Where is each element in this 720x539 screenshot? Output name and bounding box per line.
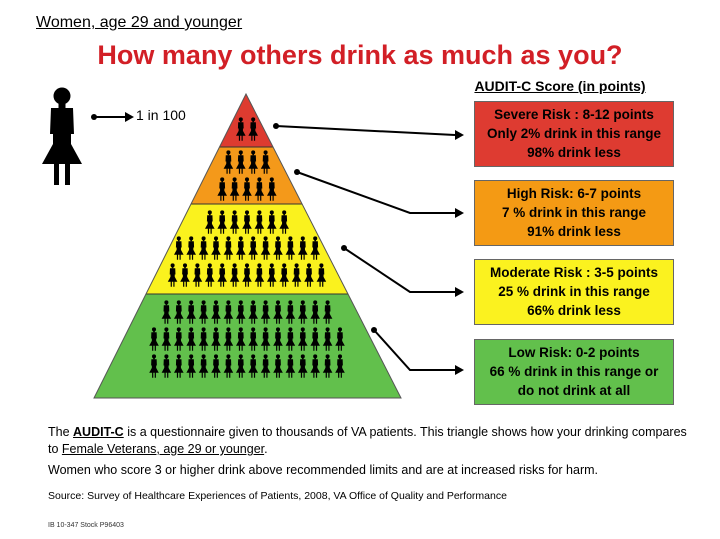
box-detail: 66% drink less bbox=[527, 303, 621, 318]
low-risk-box: Low Risk: 0-2 points 66 % drink in this … bbox=[474, 339, 674, 405]
legend-arrow-dot bbox=[91, 114, 97, 120]
source-citation: Source: Survey of Healthcare Experiences… bbox=[48, 490, 507, 502]
box-heading: Severe Risk : 8-12 points bbox=[494, 107, 654, 122]
stock-code: IB 10-347 Stock P96403 bbox=[48, 522, 124, 529]
box-detail: 66 % drink in this range or bbox=[489, 364, 659, 379]
woman-figure-icon bbox=[42, 87, 82, 185]
severe-risk-box: Severe Risk : 8-12 points Only 2% drink … bbox=[474, 101, 674, 167]
low-tier bbox=[94, 294, 401, 398]
box-detail: 7 % drink in this range bbox=[501, 205, 647, 220]
box-heading: Low Risk: 0-2 points bbox=[508, 345, 640, 360]
desc-text: is a questionnaire given to thousands of… bbox=[48, 425, 687, 456]
box-heading: Moderate Risk : 3-5 points bbox=[489, 265, 659, 280]
pyramid-outline bbox=[93, 92, 402, 399]
box-detail: 91% drink less bbox=[527, 224, 621, 239]
desc-text: . bbox=[264, 442, 268, 456]
box-detail: 98% drink less bbox=[527, 145, 621, 160]
box-detail: 25 % drink in this range bbox=[498, 284, 650, 299]
box-detail: Only 2% drink in this range bbox=[486, 126, 662, 141]
high-risk-box: High Risk: 6-7 points 7 % drink in this … bbox=[474, 180, 674, 246]
description-paragraph: The AUDIT-C is a questionnaire given to … bbox=[48, 424, 688, 458]
connector-arrow-low bbox=[371, 327, 464, 375]
page-title: How many others drink as much as you? bbox=[97, 40, 623, 70]
box-detail: do not drink at all bbox=[517, 383, 631, 398]
desc-text: The bbox=[48, 425, 74, 439]
moderate-risk-box: Moderate Risk : 3-5 points 25 % drink in… bbox=[474, 259, 674, 325]
box-heading: High Risk: 6-7 points bbox=[506, 186, 642, 201]
connector-arrow-severe bbox=[273, 123, 464, 140]
score-header: AUDIT-C Score (in points) bbox=[474, 78, 646, 94]
risk-note: Women who score 3 or higher drink above … bbox=[48, 463, 599, 477]
connector-arrow-high bbox=[294, 169, 464, 218]
page-subtitle: Women, age 29 and younger bbox=[36, 14, 243, 31]
connector-arrow-moderate bbox=[341, 245, 464, 297]
legend-label: 1 in 100 bbox=[136, 107, 186, 123]
legend-arrow-head bbox=[125, 112, 134, 122]
female-veterans-link[interactable]: Female Veterans, age 29 or younger bbox=[61, 442, 265, 456]
audit-c-acronym: AUDIT-C bbox=[73, 425, 124, 439]
